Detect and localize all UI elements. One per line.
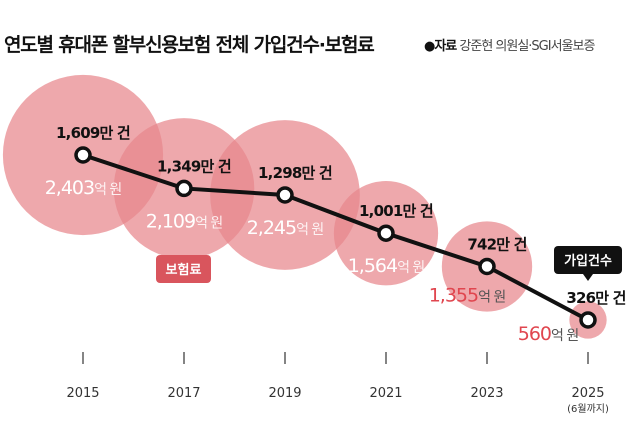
x-tick-label: 2015 bbox=[66, 386, 99, 401]
count-point bbox=[377, 224, 395, 242]
count-label: 1,609만 건 bbox=[56, 124, 130, 142]
source-note: ●자료 강준현 의원실·SGI서울보증 bbox=[424, 35, 595, 54]
premium-label: 560억 원 bbox=[518, 323, 579, 345]
count-point bbox=[579, 311, 597, 329]
count-label: 1,001만 건 bbox=[359, 202, 433, 220]
x-tick-label: 2025 bbox=[571, 386, 604, 401]
count-point bbox=[276, 186, 294, 204]
x-tick-label: 2021 bbox=[369, 386, 402, 401]
premium-label: 2,109억 원 bbox=[146, 210, 223, 232]
premium-label: 2,245억 원 bbox=[247, 217, 324, 239]
x-tick-note: (6월까지) bbox=[567, 403, 609, 415]
count-point bbox=[478, 257, 496, 276]
count-tag bbox=[554, 246, 622, 274]
count-tag-pointer bbox=[583, 274, 593, 281]
count-point bbox=[175, 179, 193, 198]
count-line bbox=[82, 153, 589, 322]
premium-label: 1,355억 원 bbox=[429, 284, 506, 306]
chart-title: 연도별 휴대폰 할부신용보험 전체 가입건수·보험료 bbox=[4, 34, 375, 56]
count-point bbox=[74, 146, 92, 164]
count-label: 742만 건 bbox=[467, 235, 526, 253]
count-label: 1,298만 건 bbox=[258, 164, 332, 182]
premium-tag bbox=[156, 255, 211, 283]
x-tick-label: 2017 bbox=[167, 386, 200, 401]
count-label: 1,349만 건 bbox=[157, 157, 231, 175]
source-label: ●자료 bbox=[424, 39, 457, 54]
premium-label: 1,564억 원 bbox=[348, 255, 425, 277]
x-tick-label: 2019 bbox=[268, 386, 301, 401]
source-text: 강준현 의원실·SGI서울보증 bbox=[459, 39, 595, 54]
x-tick-label: 2023 bbox=[470, 386, 503, 401]
premium-tag-label: 보험료 bbox=[166, 262, 202, 278]
count-tag-label: 가입건수 bbox=[564, 253, 612, 269]
count-label: 326만 건 bbox=[566, 289, 625, 307]
premium-label: 2,403억 원 bbox=[45, 177, 122, 199]
